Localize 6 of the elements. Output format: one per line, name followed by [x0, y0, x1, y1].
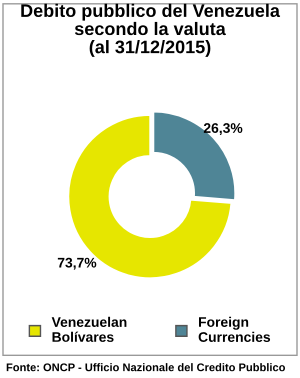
- data-label: 26,3%: [204, 123, 242, 135]
- chart-title: Debito pubblico del Venezuela secondo la valuta (al 31/12/2015): [21, 4, 280, 57]
- source-note: Fonte: ONCP - Ufficio Nazionale del Credito Pubblico: [6, 363, 286, 372]
- data-label: 73,7%: [58, 258, 96, 270]
- legend-label: Foreign Currencies: [198, 316, 270, 342]
- legend-label: Venezuelan Bolívares: [52, 316, 126, 342]
